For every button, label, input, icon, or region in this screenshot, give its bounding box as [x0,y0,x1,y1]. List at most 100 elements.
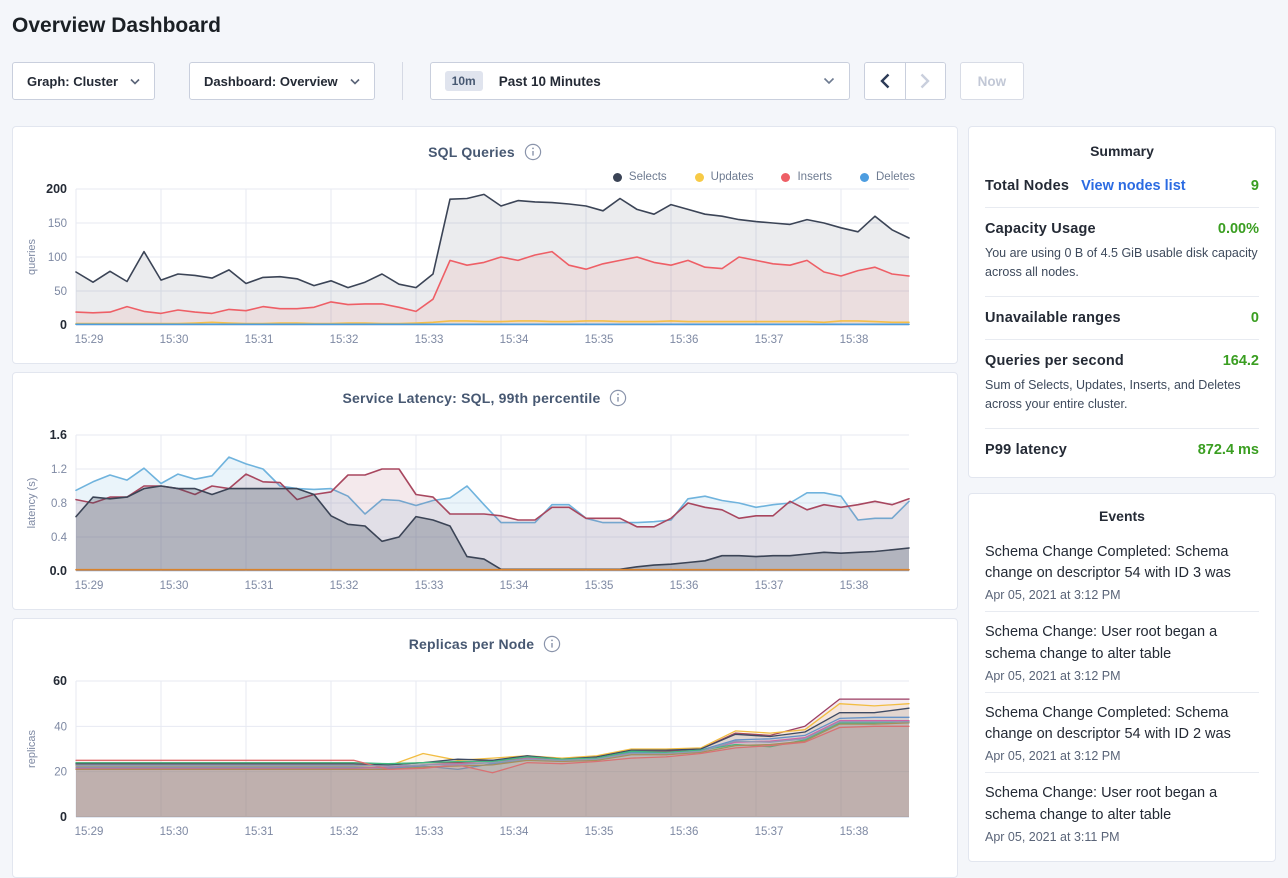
graph-dropdown-label: Graph: Cluster [27,73,119,89]
sql-queries-chart[interactable]: 0 50 100 150 200 15:29 15:30 15:31 15:32 15:33 15:… [13,179,957,351]
svg-text:15:37: 15:37 [755,826,784,838]
toolbar-divider [401,62,403,100]
graph-dropdown[interactable]: Graph: Cluster [12,62,156,100]
svg-text:15:31: 15:31 [245,580,274,592]
info-icon[interactable] [543,635,561,653]
svg-text:15:35: 15:35 [585,826,614,838]
svg-text:15:37: 15:37 [755,334,784,346]
summary-row-value: 164.2 [1222,352,1259,369]
summary-row-label: Queries per second [985,352,1124,369]
svg-text:15:32: 15:32 [330,334,359,346]
event-text: Schema Change Completed: Schema change o… [985,704,1231,743]
svg-text:15:32: 15:32 [330,580,359,592]
svg-text:15:29: 15:29 [75,580,104,592]
svg-text:20: 20 [54,767,67,779]
chart-title: SQL Queries [428,144,515,160]
svg-text:15:36: 15:36 [670,580,699,592]
legend-label: Updates [710,171,754,183]
legend-dot [694,172,704,182]
svg-text:15:35: 15:35 [585,580,614,592]
svg-text:1.2: 1.2 [51,464,67,476]
previous-range-button[interactable] [864,63,905,99]
svg-text:0.0: 0.0 [50,564,67,578]
dashboard-dropdown[interactable]: Dashboard: Overview [189,62,375,100]
summary-row: P99 latency 872.4 ms [985,429,1259,471]
time-range-badge: 10m [444,71,483,91]
chart-legend: Selects Updates Inserts Deletes [612,171,915,183]
svg-text:latency (s): latency (s) [26,478,38,529]
svg-text:15:36: 15:36 [670,826,699,838]
svg-text:15:34: 15:34 [500,334,529,346]
svg-text:100: 100 [48,252,67,264]
svg-text:15:29: 15:29 [75,334,104,346]
svg-text:0.4: 0.4 [51,532,68,544]
svg-text:15:29: 15:29 [75,826,104,838]
svg-text:150: 150 [48,218,67,230]
svg-text:1.6: 1.6 [50,428,67,442]
summary-row-value: 0.00% [1217,221,1259,237]
chart-title: Service Latency: SQL, 99th percentile [342,390,601,406]
event-item: Schema Change Completed: Schema change o… [985,693,1259,773]
chart-title: Replicas per Node [408,636,535,652]
svg-text:15:34: 15:34 [500,580,529,592]
summary-row-label: Capacity Usage [985,221,1096,237]
svg-text:15:36: 15:36 [670,334,699,346]
svg-text:15:33: 15:33 [415,580,444,592]
svg-text:200: 200 [46,182,67,196]
svg-text:15:33: 15:33 [415,334,444,346]
svg-text:40: 40 [54,721,67,733]
summary-row-description: Sum of Selects, Updates, Inserts, and De… [985,377,1241,412]
summary-panel: Summary Total Nodes View nodes list 9 Capac… [968,126,1276,478]
page-title: Overview Dashboard [12,14,221,37]
event-timestamp: Apr 05, 2021 at 3:12 PM [985,668,1121,683]
summary-row-value: 872.4 ms [1197,441,1259,458]
legend-label: Selects [628,171,667,183]
time-range-selector[interactable]: 10m Past 10 Minutes [429,62,850,100]
chevron-down-icon [823,77,834,85]
svg-text:15:38: 15:38 [840,334,869,346]
legend-item-deletes: Deletes [860,171,915,183]
view-nodes-list-link[interactable]: View nodes list [1081,178,1186,194]
legend-item-inserts: Inserts [781,171,832,183]
legend-dot [612,172,622,182]
event-timestamp: Apr 05, 2021 at 3:11 PM [985,829,1120,844]
svg-text:15:34: 15:34 [500,826,529,838]
event-timestamp: Apr 05, 2021 at 3:12 PM [985,749,1121,763]
chevron-right-icon [920,73,930,89]
summary-row-value: 9 [1250,178,1259,194]
sql-queries-panel: SQL Queries Selects Updates Inserts Deletes… [12,126,958,364]
svg-text:0: 0 [60,318,67,332]
summary-row: Unavailable ranges 0 [985,297,1259,340]
now-button[interactable]: Now [959,62,1025,100]
main-content: SQL Queries Selects Updates Inserts Deletes… [12,126,1276,878]
replicas-per-node-chart[interactable]: 0 20 40 60 15:29 15:30 15:31 15:32 15:33 15:34 15:… [13,671,957,843]
legend-dot [860,172,869,182]
summary-row: Queries per second 164.2 Sum of Selects, U… [985,340,1259,429]
toolbar: Graph: Cluster Dashboard: Overview 10m P… [12,62,1276,100]
summary-row-label: P99 latency [985,441,1067,458]
chevron-left-icon [879,73,890,89]
svg-text:15:32: 15:32 [330,826,359,838]
svg-text:15:30: 15:30 [160,580,189,592]
summary-row: Total Nodes View nodes list 9 [985,165,1259,208]
summary-title: Summary [1090,143,1154,159]
svg-text:15:31: 15:31 [245,826,274,838]
svg-text:queries: queries [26,238,38,275]
legend-item-selects: Selects [612,171,667,183]
charts-column: SQL Queries Selects Updates Inserts Deletes… [12,126,958,878]
service-latency-chart[interactable]: 0.0 0.4 0.8 1.2 1.6 15:29 15:30 15:31 15:32 15:33… [13,425,957,597]
legend-label: Inserts [797,171,832,183]
info-icon[interactable] [609,389,627,407]
events-panel: Events Schema Change Completed: Schema c… [968,492,1276,862]
events-title: Events [1099,507,1145,524]
info-icon[interactable] [524,143,542,161]
chevron-down-icon [350,78,360,85]
dashboard-dropdown-label: Dashboard: Overview [204,73,338,89]
svg-text:15:38: 15:38 [840,826,869,838]
event-item: Schema Change: User root began a schema … [985,773,1259,853]
svg-text:50: 50 [54,286,67,298]
time-range-nav [863,62,946,100]
next-range-button[interactable] [904,63,945,99]
svg-text:15:31: 15:31 [245,334,274,346]
summary-row-label: Total Nodes [985,178,1070,194]
